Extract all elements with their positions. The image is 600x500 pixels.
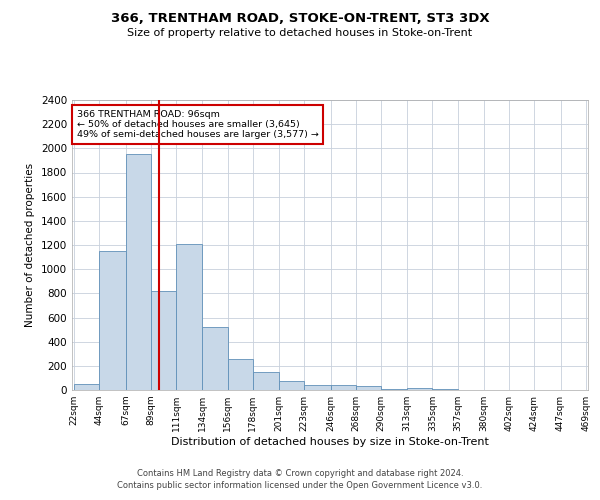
Bar [126, 154, 151, 390]
Bar [304, 385, 331, 390]
Bar [381, 389, 407, 390]
X-axis label: Distribution of detached houses by size in Stoke-on-Trent: Distribution of detached houses by size … [171, 437, 489, 447]
Bar [74, 384, 100, 390]
Bar [202, 327, 227, 390]
Bar [227, 358, 253, 390]
Bar [100, 251, 126, 390]
Text: 366 TRENTHAM ROAD: 96sqm
← 50% of detached houses are smaller (3,645)
49% of sem: 366 TRENTHAM ROAD: 96sqm ← 50% of detach… [77, 110, 319, 140]
Text: 366, TRENTHAM ROAD, STOKE-ON-TRENT, ST3 3DX: 366, TRENTHAM ROAD, STOKE-ON-TRENT, ST3 … [110, 12, 490, 26]
Bar [279, 381, 304, 390]
Bar [356, 386, 381, 390]
Y-axis label: Number of detached properties: Number of detached properties [25, 163, 35, 327]
Bar [151, 291, 176, 390]
Bar [176, 244, 202, 390]
Bar [253, 372, 279, 390]
Text: Size of property relative to detached houses in Stoke-on-Trent: Size of property relative to detached ho… [127, 28, 473, 38]
Bar [433, 388, 458, 390]
Bar [407, 388, 433, 390]
Bar [331, 384, 356, 390]
Text: Contains HM Land Registry data © Crown copyright and database right 2024.
Contai: Contains HM Land Registry data © Crown c… [118, 468, 482, 490]
